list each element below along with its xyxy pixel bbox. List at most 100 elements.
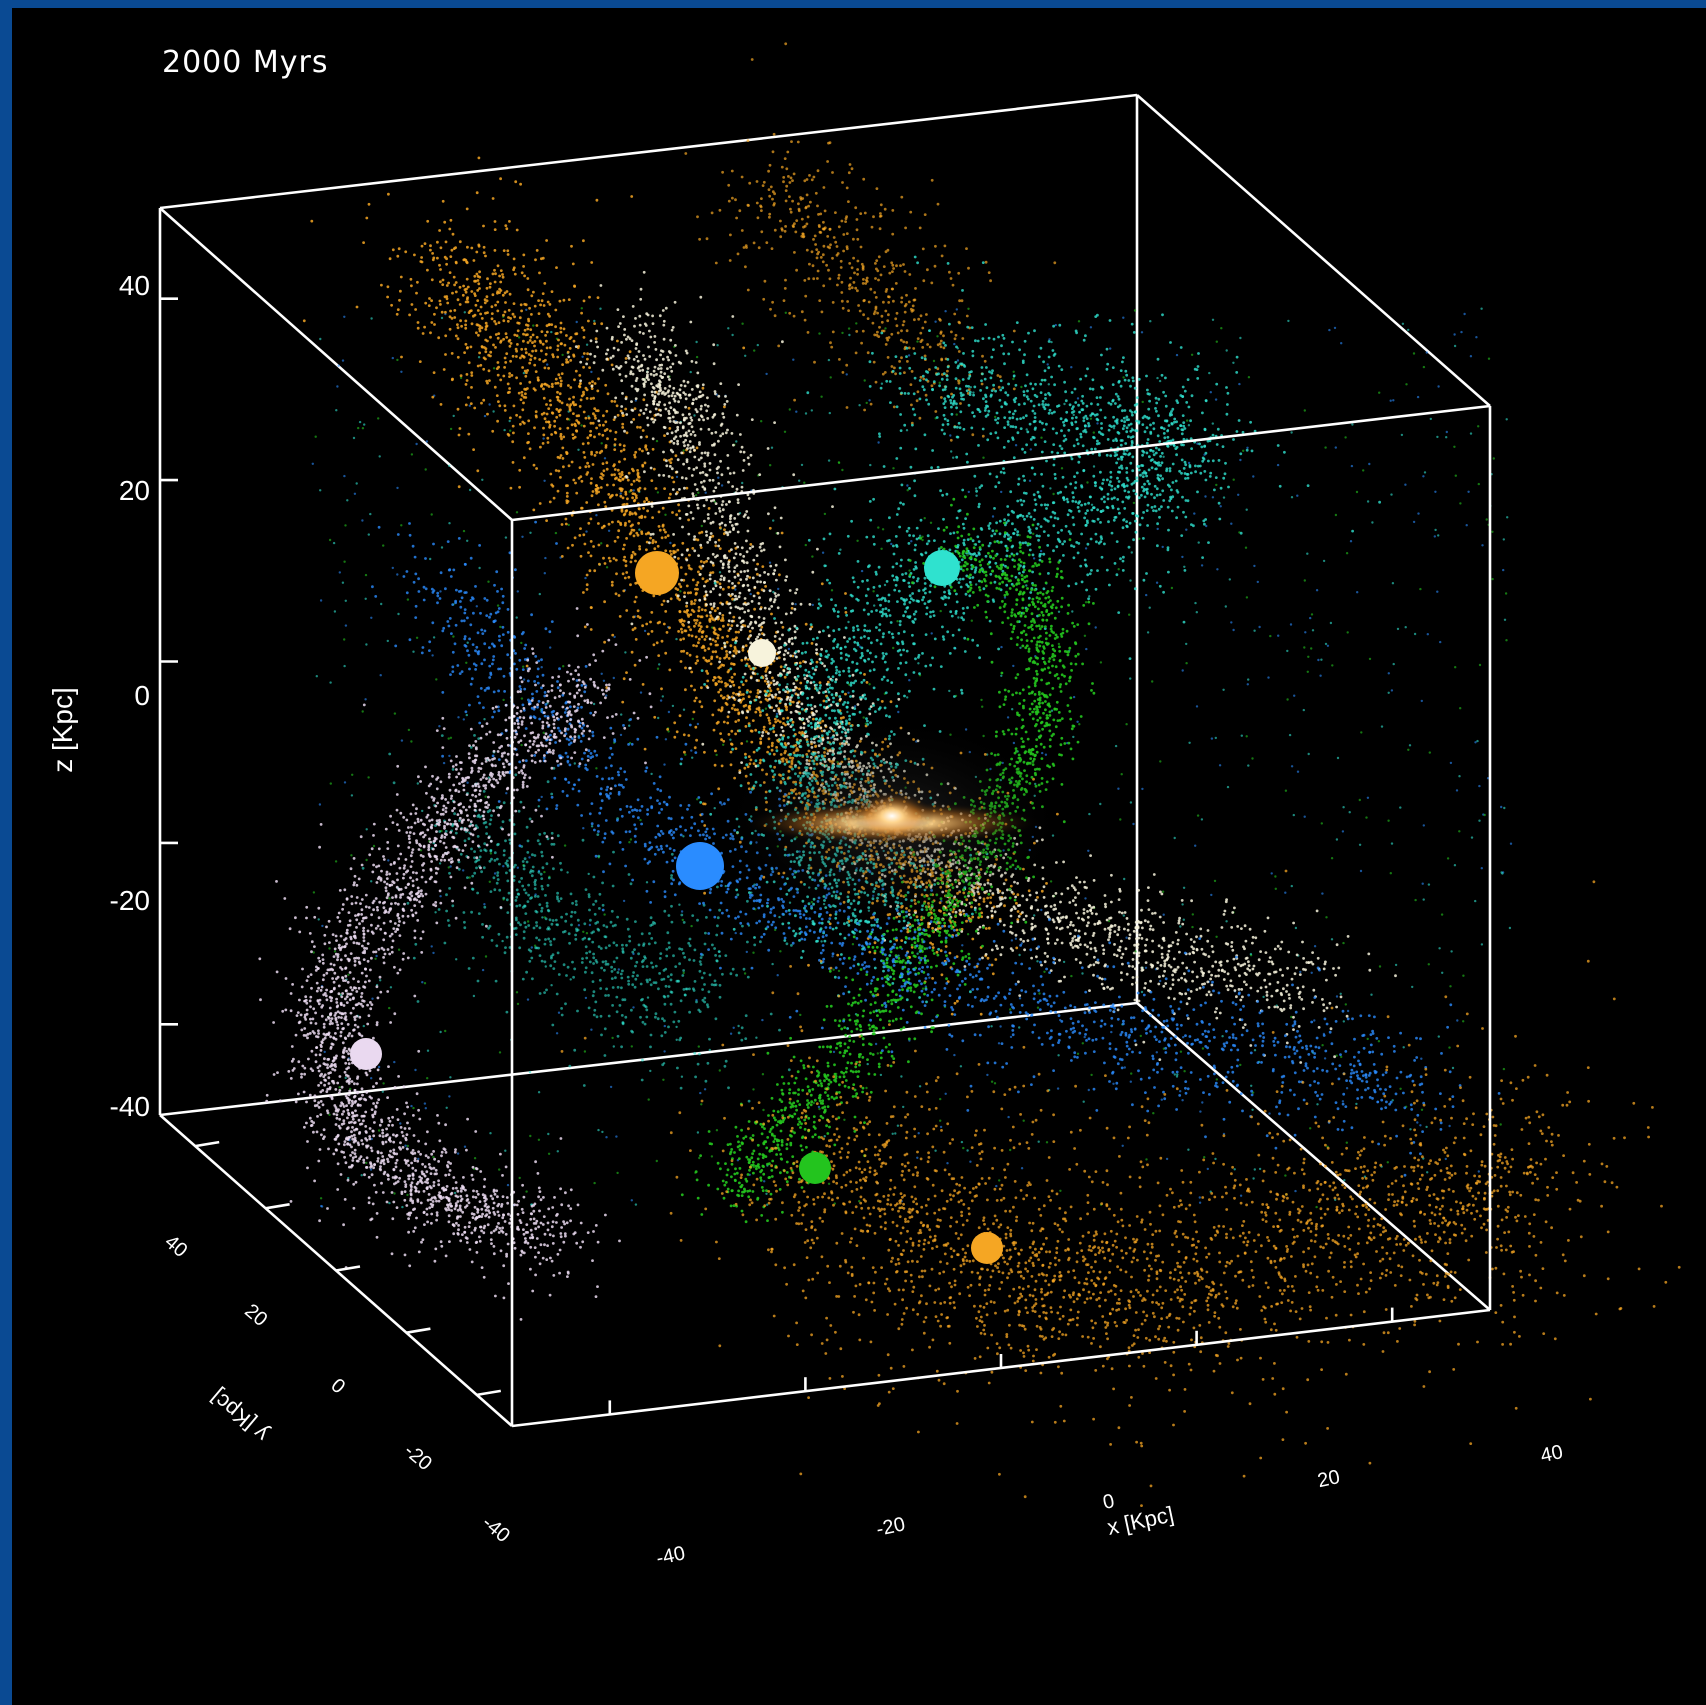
particle (511, 461, 515, 464)
particle (1294, 1189, 1297, 1193)
particle (631, 496, 634, 500)
particle (590, 370, 593, 374)
particle (971, 433, 975, 437)
particle (1113, 953, 1116, 956)
particle (566, 403, 569, 407)
particle (671, 391, 675, 395)
particle (1021, 929, 1025, 933)
particle (595, 198, 599, 202)
particle (448, 271, 452, 274)
particle (542, 396, 546, 400)
particle (364, 597, 367, 600)
particle (484, 311, 487, 315)
particle (494, 303, 497, 307)
particle (580, 307, 583, 310)
particle (587, 416, 591, 420)
particle (472, 448, 475, 451)
particle (380, 283, 383, 287)
particle (1252, 1177, 1255, 1180)
particle (669, 549, 672, 553)
particle (780, 228, 784, 232)
particle (465, 713, 468, 717)
particle (478, 566, 481, 570)
particle (696, 371, 700, 375)
particle (669, 492, 672, 496)
particle (1350, 464, 1354, 468)
particle (677, 509, 681, 513)
particle (716, 617, 720, 621)
particle (810, 409, 813, 412)
particle (476, 299, 480, 302)
particle (1096, 422, 1099, 425)
particle (837, 225, 841, 229)
particle (859, 245, 863, 249)
particle (510, 374, 514, 377)
particle (1045, 1141, 1049, 1144)
particle (856, 237, 860, 241)
particle (719, 688, 722, 692)
particle (760, 549, 763, 553)
particle (768, 561, 772, 564)
particle (653, 335, 657, 338)
particle (1174, 931, 1178, 934)
particle (526, 333, 529, 336)
particle (542, 437, 545, 440)
particle (705, 237, 709, 241)
particle (593, 319, 596, 323)
particle (637, 479, 641, 483)
particle (558, 413, 562, 417)
particle (680, 630, 684, 634)
particle (683, 629, 687, 633)
particle (624, 407, 628, 411)
particle (563, 343, 567, 347)
particle (509, 416, 512, 420)
particle (302, 319, 306, 323)
particle (763, 279, 767, 283)
particle (737, 1024, 740, 1028)
particle (700, 705, 704, 709)
particle (585, 388, 589, 392)
particle (1092, 431, 1096, 434)
particle (1076, 720, 1079, 723)
particle (687, 620, 691, 624)
particle (752, 951, 755, 954)
particle (546, 363, 549, 366)
particle (602, 556, 605, 560)
particle (848, 333, 851, 337)
particle (396, 486, 399, 490)
particle (1239, 336, 1242, 340)
particle (589, 481, 593, 485)
particle (560, 401, 564, 405)
particle (585, 397, 589, 400)
particle (721, 587, 725, 591)
particle (493, 385, 497, 389)
particle (1146, 920, 1150, 924)
particle (438, 299, 442, 303)
particle (919, 375, 923, 379)
particle (646, 996, 650, 999)
particle (792, 314, 796, 318)
particle (1053, 261, 1057, 265)
particle (631, 523, 634, 527)
particle (400, 739, 404, 742)
particle (891, 263, 895, 267)
particle (990, 948, 994, 952)
particle (600, 449, 604, 453)
particle (729, 644, 733, 648)
particle (473, 1157, 477, 1160)
particle (548, 399, 552, 402)
particle (765, 241, 769, 245)
particle (482, 224, 485, 228)
particle (760, 209, 763, 213)
particle (804, 622, 808, 626)
particle (1368, 657, 1372, 661)
particle (805, 222, 809, 226)
particle (921, 326, 925, 330)
particle (817, 250, 820, 254)
particle (669, 541, 672, 545)
particle (915, 399, 919, 403)
particle (845, 245, 849, 249)
particle (1387, 672, 1391, 675)
particle (506, 1183, 510, 1187)
particle (687, 633, 691, 637)
